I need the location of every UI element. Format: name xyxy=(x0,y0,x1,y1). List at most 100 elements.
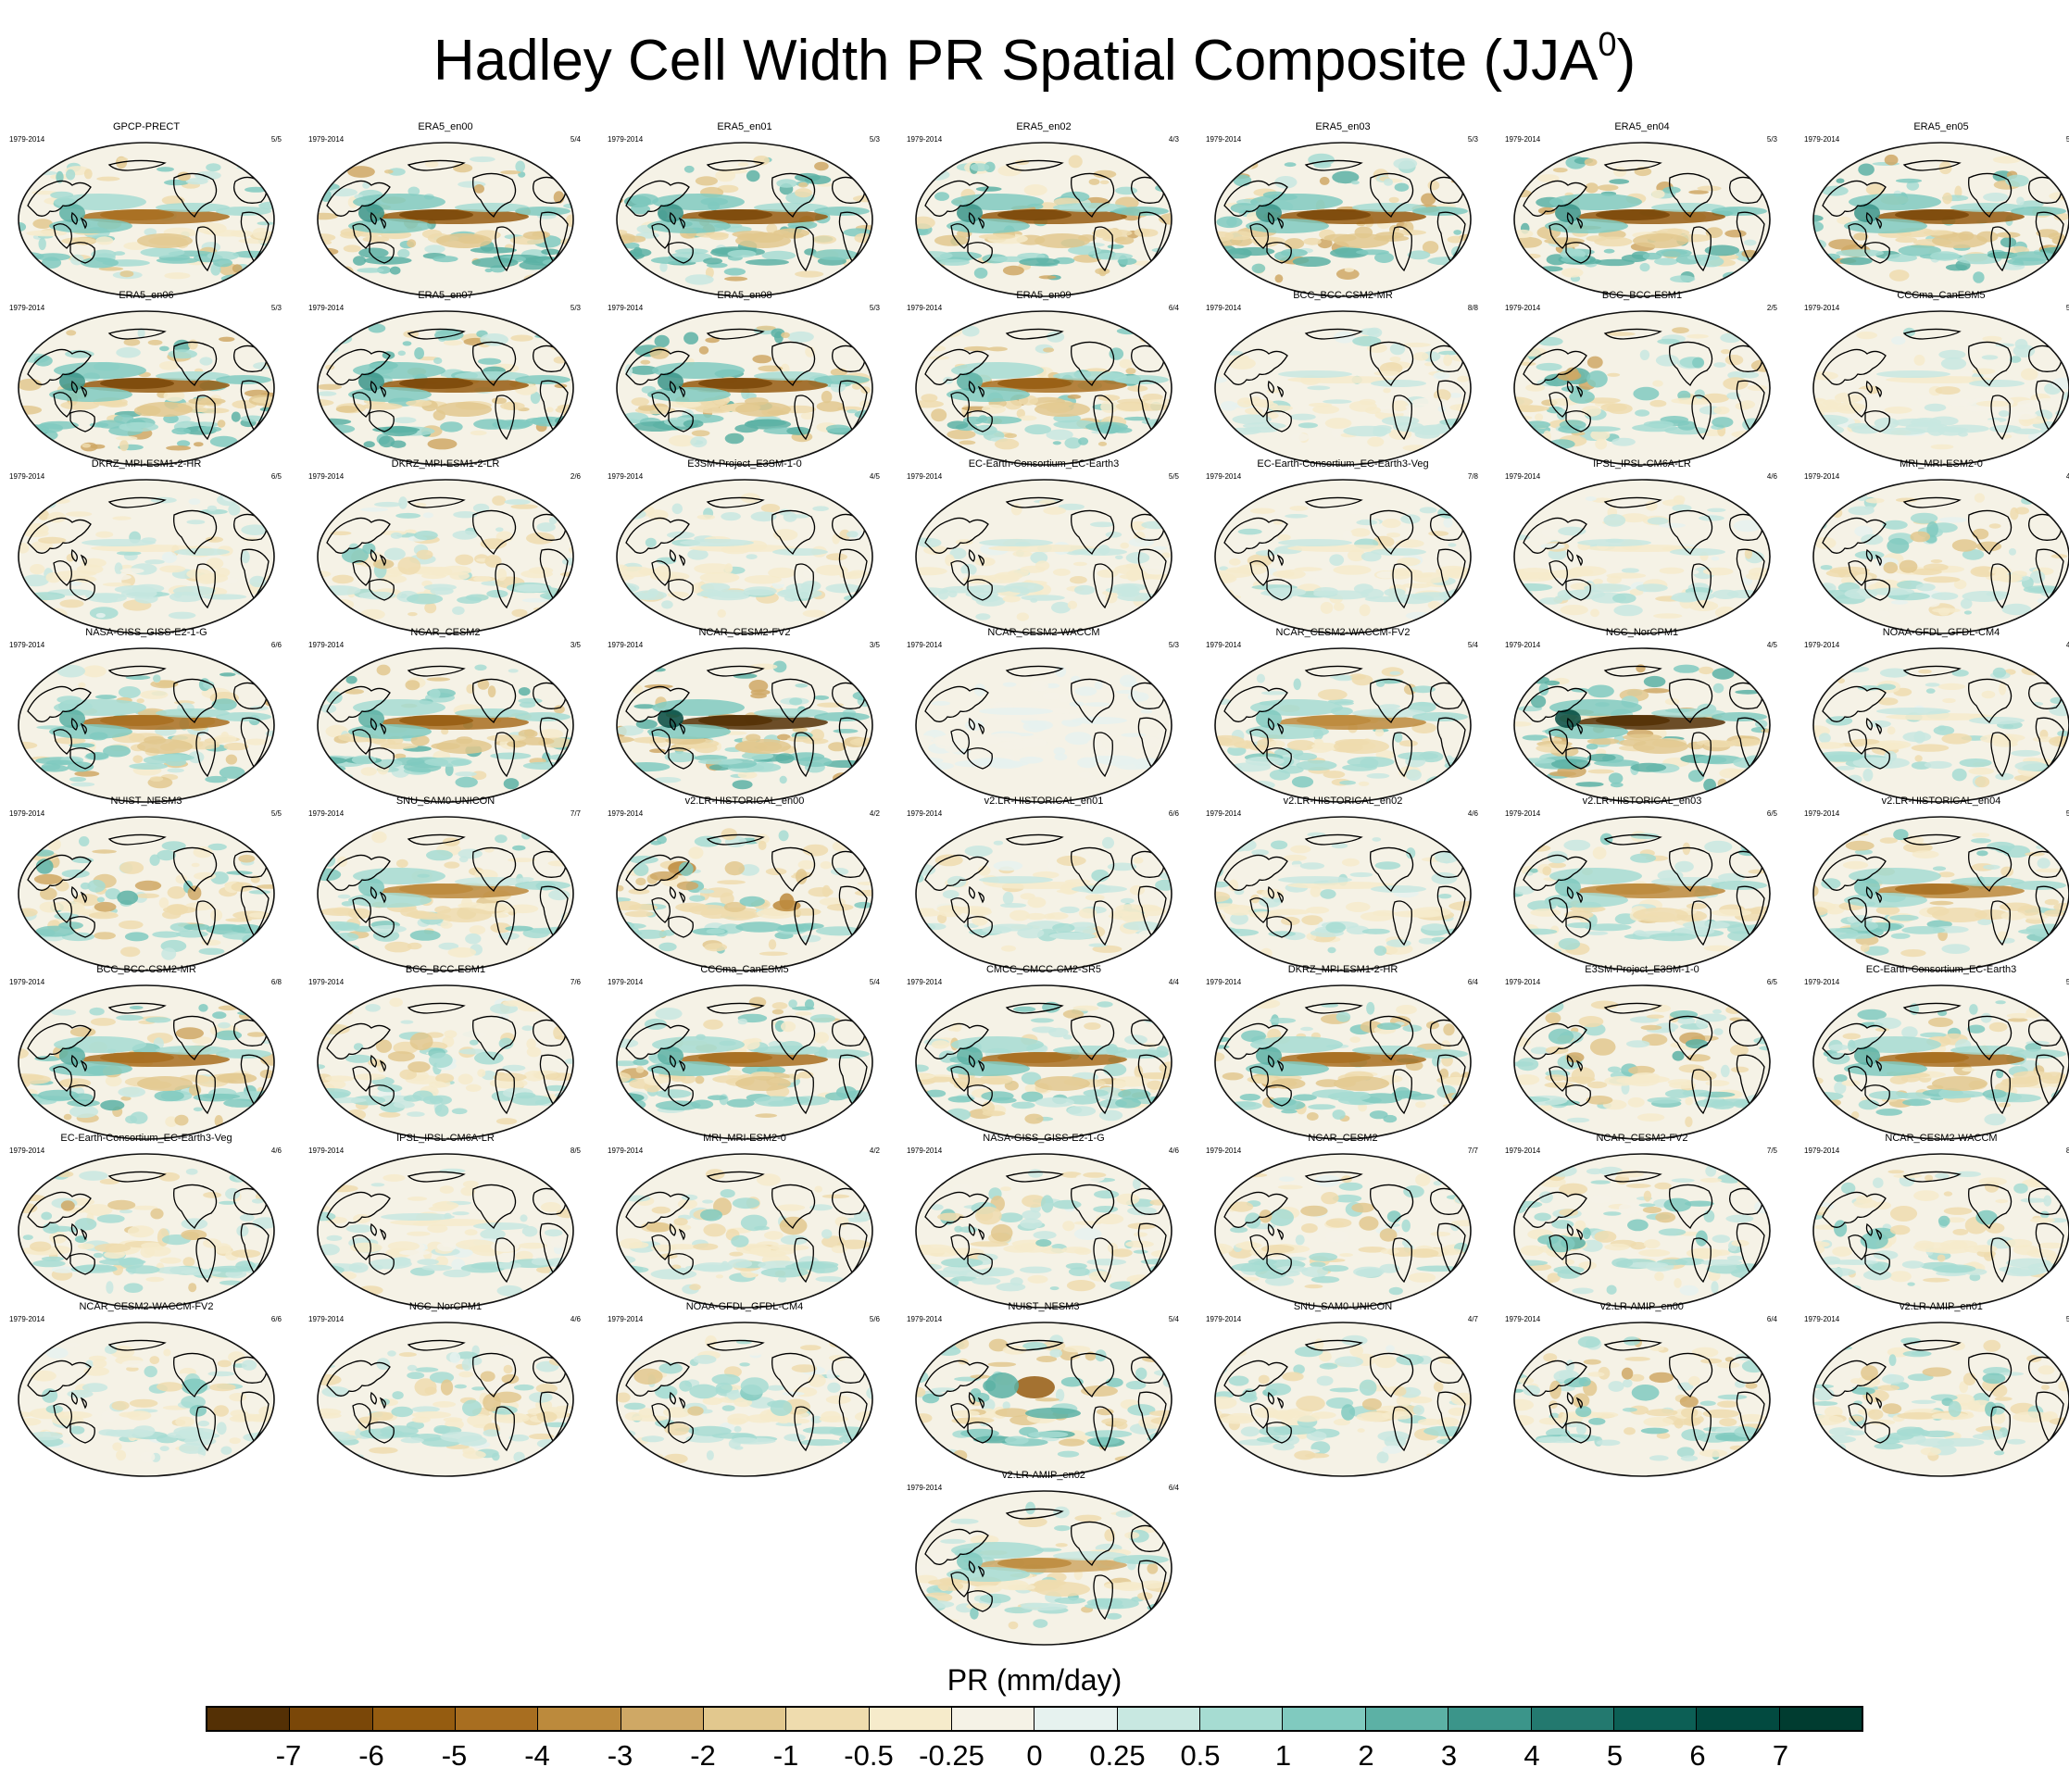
atlantic-band xyxy=(216,375,271,384)
anomaly-blob xyxy=(1161,1113,1172,1127)
anomaly-blob xyxy=(114,562,123,575)
anomaly-blob xyxy=(472,503,490,513)
panel-title: DKRZ_MPI-ESM1-2-HR xyxy=(91,458,202,470)
map-border xyxy=(1214,479,1472,634)
coastline xyxy=(706,833,765,846)
subtropical-blob xyxy=(982,404,1006,414)
tropical-mixed-blob xyxy=(33,873,63,884)
subtropical-blob xyxy=(1011,738,1047,747)
anomaly-blob xyxy=(2040,598,2051,607)
anomaly-blob xyxy=(237,516,251,524)
anomaly-blob xyxy=(1611,437,1636,446)
tropical-mixed-blob xyxy=(796,869,808,884)
anomaly-blob xyxy=(649,748,666,753)
equatorial-dry-core xyxy=(698,378,772,389)
anomaly-blob xyxy=(215,1030,243,1041)
anomaly-blob xyxy=(264,842,273,849)
southern-band-blob xyxy=(1450,763,1471,770)
anomaly-blob xyxy=(1427,600,1441,609)
southern-band-blob xyxy=(1704,244,1740,257)
anomaly-blob xyxy=(2053,419,2067,430)
anomaly-blob xyxy=(1584,158,1598,167)
anomaly-blob xyxy=(1609,179,1630,184)
coastline xyxy=(1864,579,1890,601)
coastline xyxy=(706,328,765,340)
anomaly-blob xyxy=(19,342,39,351)
anomaly-blob xyxy=(1575,782,1604,787)
anomaly-blob xyxy=(617,769,633,783)
anomaly-blob xyxy=(1813,934,1830,942)
southern-band-blob xyxy=(202,1093,241,1099)
atlantic-band xyxy=(814,375,870,384)
anomaly-blob xyxy=(69,776,87,783)
southern-band-blob xyxy=(1587,753,1616,762)
anomaly-blob xyxy=(1285,514,1309,519)
anomaly-blob xyxy=(1324,418,1352,429)
anomaly-blob xyxy=(1448,393,1462,398)
itcz-blob xyxy=(1072,717,1127,724)
anomaly-blob xyxy=(1051,601,1072,614)
coastline xyxy=(1093,900,1113,946)
anomaly-blob xyxy=(1237,528,1262,535)
subtropical-blob xyxy=(624,910,654,918)
panel-ratio: 5/3 xyxy=(1467,135,1478,144)
subtropical-blob xyxy=(119,568,144,574)
anomaly-blob xyxy=(490,922,511,934)
anomaly-blob xyxy=(1822,185,1849,196)
anomaly-blob xyxy=(19,677,35,681)
coastline xyxy=(1266,916,1292,938)
subtropical-blob xyxy=(1025,912,1047,921)
anomaly-blob xyxy=(1219,566,1229,570)
atlantic-band xyxy=(216,1049,271,1059)
coastline xyxy=(1266,242,1292,264)
anomaly-blob xyxy=(798,182,809,188)
coastline xyxy=(706,496,765,508)
panel-title: SNU_SAM0-UNICON xyxy=(395,796,495,807)
tropical-mixed-blob xyxy=(1586,356,1603,369)
coastline xyxy=(1822,180,1887,217)
anomaly-blob xyxy=(977,865,991,876)
atlantic-band xyxy=(515,375,571,384)
subtropical-blob xyxy=(1372,909,1397,917)
anomaly-blob xyxy=(783,511,797,522)
anomaly-blob xyxy=(1448,543,1457,547)
coastline xyxy=(1304,159,1363,171)
panel-years: 1979-2014 xyxy=(1206,809,1242,818)
subtropical-blob xyxy=(431,567,453,577)
anomaly-blob xyxy=(997,165,1022,177)
anomaly-blob xyxy=(231,411,241,422)
southern-band-blob xyxy=(1710,1100,1736,1109)
tropical-mixed-blob xyxy=(409,1032,433,1051)
anomaly-blob xyxy=(1813,220,1824,232)
southern-band-blob xyxy=(745,258,789,266)
map-panel: ERA5_en06 1979-2014 5/3 xyxy=(7,289,285,466)
coastline xyxy=(27,685,92,722)
anomaly-blob xyxy=(617,1015,633,1023)
anomaly-blob xyxy=(1878,610,1891,618)
anomaly-blob xyxy=(360,508,389,512)
southern-band-blob xyxy=(825,583,861,594)
coastline xyxy=(950,392,970,418)
coastline xyxy=(407,496,466,508)
anomaly-blob xyxy=(1813,273,1834,283)
anomaly-blob xyxy=(781,332,790,338)
anomaly-blob xyxy=(553,705,565,714)
anomaly-blob xyxy=(633,1059,649,1066)
anomaly-blob xyxy=(1586,931,1609,935)
coastline xyxy=(1267,717,1274,731)
anomaly-blob xyxy=(191,862,200,868)
atlantic-band xyxy=(515,881,571,890)
anomaly-blob xyxy=(177,440,191,447)
southern-band-blob xyxy=(1697,256,1724,268)
coastline xyxy=(1669,341,1713,386)
anomaly-blob xyxy=(207,505,218,512)
southern-band-blob xyxy=(1093,252,1134,260)
anomaly-blob xyxy=(1421,193,1436,206)
anomaly-blob xyxy=(206,536,223,543)
anomaly-blob xyxy=(1047,859,1057,873)
anomaly-blob xyxy=(443,340,463,346)
coastline xyxy=(369,579,395,601)
equatorial-dry-core xyxy=(1895,209,1969,220)
anomaly-blob xyxy=(1932,608,1961,613)
anomaly-blob xyxy=(1516,1058,1539,1071)
